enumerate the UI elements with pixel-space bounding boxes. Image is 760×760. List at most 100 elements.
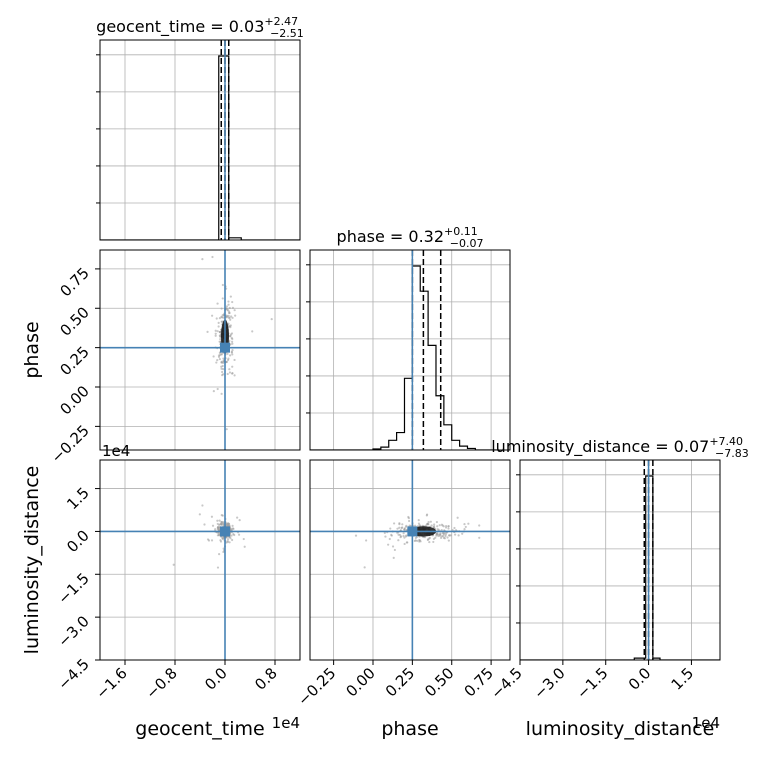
sample-point — [220, 316, 224, 319]
sample-point — [440, 528, 443, 532]
sample-point — [201, 258, 204, 261]
sample-point — [413, 539, 416, 543]
sample-point — [221, 514, 224, 517]
sample-point — [234, 314, 237, 317]
sample-point — [438, 533, 441, 536]
sample-point — [229, 334, 232, 337]
x-tick-label: −1.6 — [92, 664, 130, 702]
sample-point — [435, 520, 439, 524]
sample-point — [218, 357, 221, 361]
sample-point — [393, 548, 396, 552]
sample-point — [231, 371, 234, 375]
sample-point — [229, 324, 232, 327]
sample-point — [229, 326, 232, 329]
sample-point — [270, 317, 273, 321]
sample-point — [440, 535, 443, 538]
sample-point — [233, 309, 236, 312]
sample-point — [464, 525, 467, 529]
sample-point — [443, 537, 446, 540]
sample-point — [233, 533, 236, 537]
sample-point — [457, 534, 460, 537]
sample-point — [227, 311, 231, 315]
sample-point — [407, 516, 410, 520]
x-tick-label: −0.8 — [142, 664, 180, 702]
sample-point — [231, 353, 234, 356]
sample-point — [220, 307, 223, 310]
scatter-panel-geocent_time-phase — [99, 203, 301, 451]
x-axis-label: geocent_time — [135, 718, 264, 740]
sample-point — [425, 524, 428, 527]
sample-point — [230, 350, 233, 353]
sample-point — [427, 520, 430, 524]
sample-point — [199, 203, 201, 205]
sample-point — [218, 553, 221, 556]
sample-point — [403, 542, 406, 546]
sample-point — [212, 390, 215, 393]
sample-point — [432, 525, 436, 528]
sample-point — [228, 541, 231, 544]
sample-point — [229, 318, 232, 321]
sample-point — [397, 539, 400, 542]
x-offset-label: 1e4 — [272, 714, 300, 732]
sample-point — [389, 527, 392, 530]
x-offset-label: 1e4 — [692, 714, 720, 732]
panel-title: geocent_time = 0.03+2.47 −2.51 — [96, 15, 304, 40]
sample-point — [227, 357, 230, 360]
sample-point — [231, 300, 234, 304]
sample-point — [231, 342, 234, 345]
axes-frame — [309, 249, 511, 451]
sample-point — [221, 297, 224, 300]
scatter-panel-geocent_time-luminosity_distance — [99, 459, 301, 661]
sample-point — [225, 428, 228, 431]
sample-point — [210, 539, 214, 542]
sample-point — [218, 523, 221, 526]
sample-point — [220, 522, 223, 526]
sample-point — [220, 365, 223, 368]
sample-point — [417, 522, 421, 525]
sample-point — [238, 519, 241, 522]
x-tick-label: −0.25 — [294, 664, 339, 709]
truth-marker — [220, 526, 230, 537]
sample-point — [233, 358, 236, 362]
sample-point — [231, 524, 234, 527]
sample-point — [443, 531, 446, 535]
y-tick-label: −1.5 — [54, 569, 92, 607]
sample-point — [225, 360, 229, 363]
sample-point — [220, 353, 223, 356]
sample-point — [438, 524, 441, 527]
histogram-phase — [310, 265, 499, 450]
sample-point — [228, 371, 232, 374]
y-tick-label: 0.0 — [63, 527, 93, 557]
sample-point — [427, 538, 430, 541]
sample-point — [230, 534, 233, 537]
y-tick-label: −3.0 — [54, 612, 92, 650]
sample-point — [217, 321, 220, 324]
sample-point — [198, 513, 201, 516]
x-tick-label: −4.5 — [487, 664, 525, 702]
sample-point — [417, 518, 420, 522]
sample-point — [393, 522, 396, 525]
sample-point — [218, 519, 221, 522]
sample-point — [521, 552, 523, 554]
sample-point — [478, 524, 481, 527]
sample-point — [210, 515, 214, 518]
y-tick-label: −0.25 — [48, 421, 93, 466]
axes-frame — [99, 249, 301, 451]
sample-point — [227, 300, 230, 303]
sample-point — [225, 316, 228, 319]
sample-point — [206, 330, 209, 334]
sample-point — [398, 526, 401, 529]
sample-point — [414, 524, 417, 527]
sample-point — [216, 387, 219, 391]
sample-point — [434, 536, 437, 539]
sample-point — [454, 533, 457, 536]
sample-point — [403, 527, 406, 530]
x-axis-label: luminosity_distance — [526, 718, 715, 740]
sample-point — [216, 519, 219, 522]
x-axis-label: phase — [381, 718, 438, 740]
sample-point — [227, 314, 230, 317]
sample-point — [214, 329, 217, 332]
sample-point — [447, 525, 450, 528]
sample-point — [428, 536, 431, 539]
